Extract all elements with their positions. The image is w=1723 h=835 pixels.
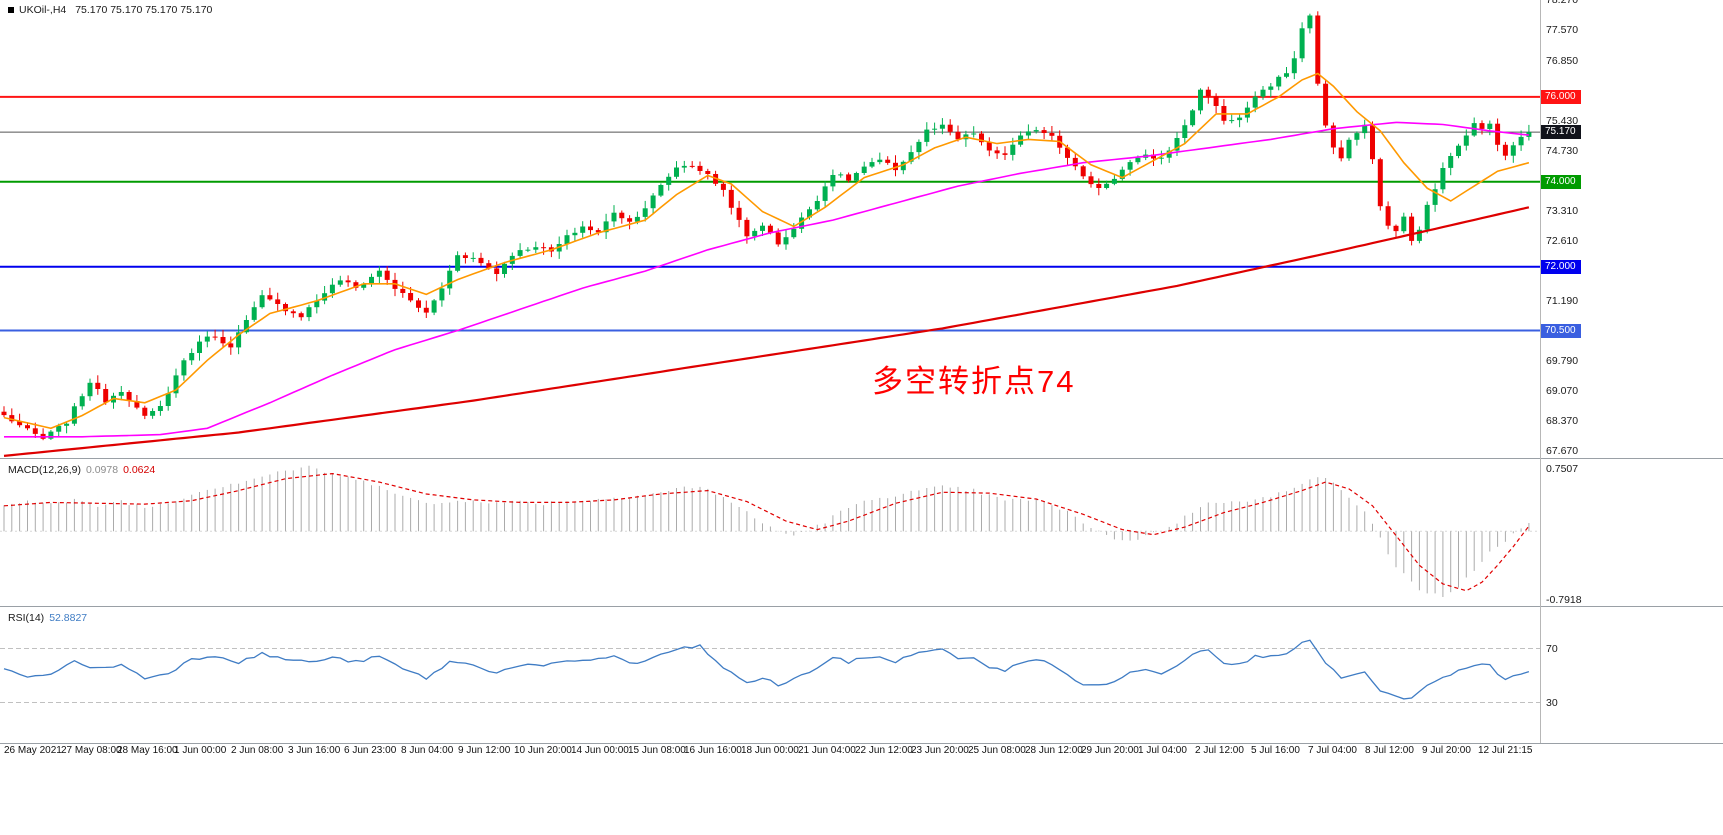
- time-axis-label: 23 Jun 20:00: [911, 745, 969, 756]
- price-level-badge: 70.500: [1541, 324, 1581, 338]
- price-tick-label: 67.670: [1546, 445, 1579, 457]
- symbol-period-label: UKOil-,H4: [19, 4, 67, 16]
- macd-scale[interactable]: 0.7507 -0.7918: [1541, 460, 1723, 606]
- symbol-marker-icon: [8, 7, 14, 13]
- main-chart-svg: [0, 11, 1540, 457]
- time-axis-label: 2 Jun 08:00: [231, 745, 284, 756]
- time-axis-label: 12 Jul 21:15: [1478, 745, 1533, 756]
- macd-scale-label: -0.7918: [1546, 594, 1582, 606]
- chart-title: UKOil-,H4 75.170 75.170 75.170 75.170: [8, 4, 212, 16]
- price-tick-label: 68.370: [1546, 415, 1579, 427]
- price-tick-label: 69.070: [1546, 385, 1579, 397]
- time-axis-label: 18 Jun 00:00: [741, 745, 799, 756]
- time-axis-label: 10 Jun 20:00: [514, 745, 572, 756]
- time-axis-label: 14 Jun 00:00: [571, 745, 629, 756]
- candlestick-series: [1, 11, 1532, 441]
- price-level-badge: 76.000: [1541, 90, 1581, 104]
- time-axis-label: 5 Jul 16:00: [1251, 745, 1300, 756]
- annotation-text[interactable]: 多空转折点74: [872, 364, 1076, 399]
- rsi-canvas[interactable]: [0, 608, 1540, 743]
- time-axis-label: 6 Jun 23:00: [344, 745, 397, 756]
- price-tick-label: 74.730: [1546, 145, 1579, 157]
- price-level-badge: 74.000: [1541, 175, 1581, 189]
- rsi-scale-label: 70: [1546, 643, 1558, 655]
- macd-scale-label: 0.7507: [1546, 463, 1579, 475]
- time-axis-label: 8 Jul 12:00: [1365, 745, 1414, 756]
- ma-slow-line: [3, 206, 1530, 457]
- time-axis-label: 29 Jun 20:00: [1081, 745, 1139, 756]
- price-scale[interactable]: 78.270 77.570 76.850 75.430 74.730 73.310 72.6…: [1541, 0, 1723, 458]
- price-tick-label: 72.610: [1546, 235, 1579, 247]
- main-chart-canvas[interactable]: [0, 0, 1540, 458]
- rsi-indicator-label: RSI(14) 52.8827: [8, 612, 87, 624]
- ohlc-values: 75.170 75.170 75.170 75.170: [75, 4, 213, 16]
- ma-fast-line: [3, 72, 1530, 430]
- time-axis[interactable]: 26 May 2021 27 May 08:00 28 May 16:00 1 Jun…: [0, 745, 1723, 767]
- time-axis-label: 27 May 08:00: [61, 745, 122, 756]
- rsi-svg: [0, 639, 1540, 703]
- macd-main-value: 0.0978: [85, 464, 119, 476]
- time-axis-label: 1 Jun 00:00: [174, 745, 227, 756]
- rsi-scale[interactable]: 70 30: [1541, 608, 1723, 743]
- time-axis-label: 22 Jun 12:00: [855, 745, 913, 756]
- time-axis-label: 21 Jun 04:00: [798, 745, 856, 756]
- macd-signal-line: [3, 472, 1530, 592]
- time-axis-label: 28 Jun 12:00: [1025, 745, 1083, 756]
- price-tick-label: 73.310: [1546, 205, 1579, 217]
- rsi-value: 52.8827: [49, 612, 88, 624]
- scale-separator: [1540, 0, 1541, 743]
- price-tick-label: 69.790: [1546, 355, 1579, 367]
- macd-canvas[interactable]: [0, 460, 1540, 606]
- time-axis-label: 25 Jun 08:00: [968, 745, 1026, 756]
- rsi-scale-label: 30: [1546, 697, 1558, 709]
- macd-signal-value: 0.0624: [123, 464, 156, 476]
- macd-indicator-label: MACD(12,26,9) 0.0978 0.0624: [8, 464, 155, 476]
- time-axis-label: 8 Jun 04:00: [401, 745, 454, 756]
- macd-name: MACD(12,26,9): [8, 464, 81, 476]
- price-tick-label: 78.270: [1546, 0, 1579, 6]
- panel-separator[interactable]: [0, 743, 1723, 744]
- price-tick-label: 71.190: [1546, 295, 1579, 307]
- rsi-name: RSI(14): [8, 612, 45, 624]
- panel-separator[interactable]: [0, 606, 1723, 607]
- time-axis-label: 28 May 16:00: [117, 745, 178, 756]
- time-axis-label: 26 May 2021: [4, 745, 62, 756]
- ma-mid-line: [4, 121, 1529, 438]
- current-price-badge: 75.170: [1541, 125, 1581, 139]
- rsi-line: [3, 639, 1530, 700]
- time-axis-label: 2 Jul 12:00: [1195, 745, 1244, 756]
- macd-svg: [0, 465, 1540, 597]
- time-axis-label: 15 Jun 08:00: [628, 745, 686, 756]
- price-tick-label: 76.850: [1546, 55, 1579, 67]
- panel-separator[interactable]: [0, 458, 1723, 459]
- price-tick-label: 75.430: [1546, 115, 1579, 127]
- time-axis-label: 7 Jul 04:00: [1308, 745, 1357, 756]
- price-tick-label: 77.570: [1546, 24, 1579, 36]
- price-level-badge: 72.000: [1541, 260, 1581, 274]
- time-axis-label: 3 Jun 16:00: [288, 745, 341, 756]
- time-axis-label: 1 Jul 04:00: [1138, 745, 1187, 756]
- time-axis-label: 9 Jul 20:00: [1422, 745, 1471, 756]
- time-axis-label: 9 Jun 12:00: [458, 745, 511, 756]
- time-axis-label: 16 Jun 16:00: [684, 745, 742, 756]
